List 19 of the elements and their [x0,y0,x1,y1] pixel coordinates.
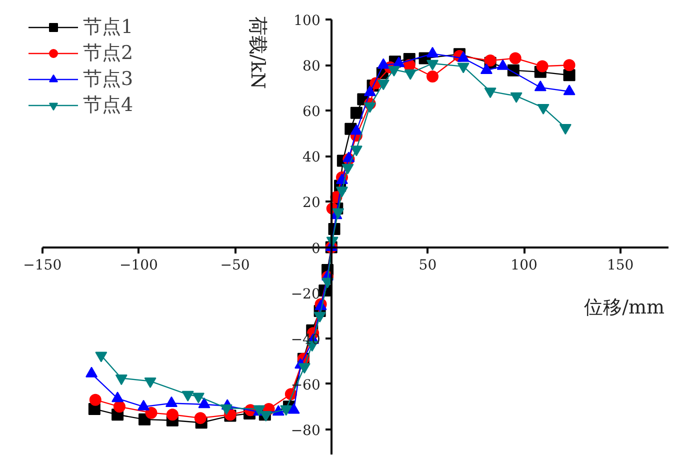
x-tick-label: −150 [23,257,62,274]
legend-label: 节点1 [83,15,134,40]
x-tick-label: −50 [220,257,250,274]
y-tick-label: 100 [294,13,320,30]
x-axis-title: 位移/mm [584,296,665,318]
y-tick-label: 60 [302,104,320,120]
x-tick-label: 50 [418,257,437,274]
y-axis-title: 荷载/kN [246,16,268,90]
y-tick-label: −80 [290,422,320,439]
legend-label: 节点4 [83,93,134,118]
legend-label: 节点2 [83,41,134,66]
y-tick-label: 80 [302,58,320,75]
y-tick-label: 40 [302,150,320,166]
x-tick-label: 100 [510,257,538,274]
y-tick-label: −20 [290,286,320,302]
x-tick-label: 150 [606,257,634,274]
legend-label: 节点3 [83,67,134,92]
y-tick-label: 20 [302,195,320,212]
x-tick-label: −100 [120,257,158,274]
